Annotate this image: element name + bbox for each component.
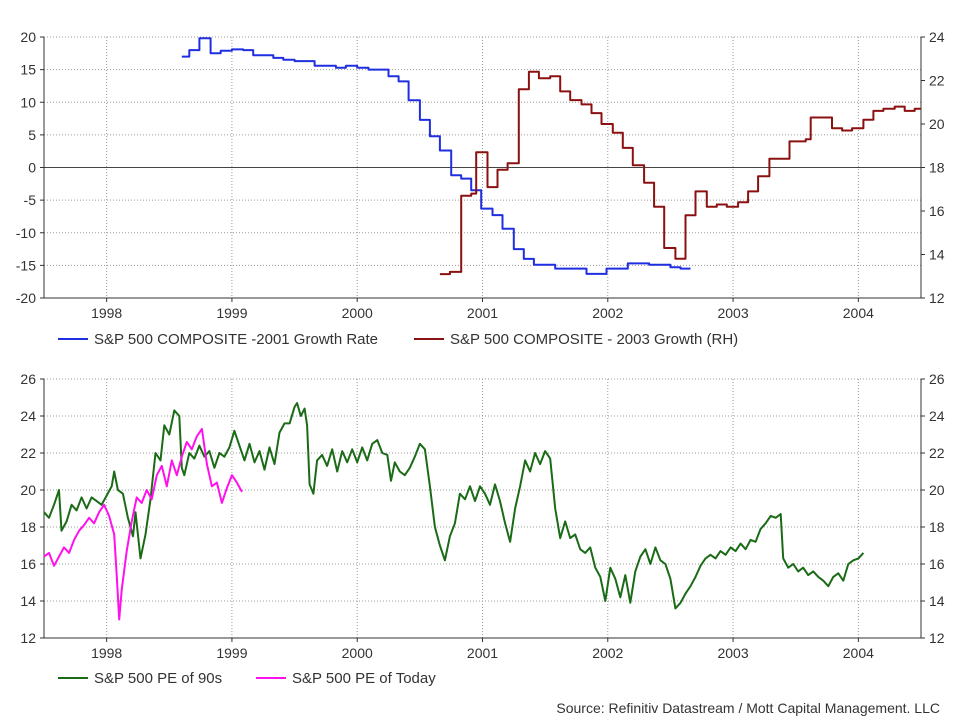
legend-label: S&P 500 PE of 90s xyxy=(94,670,222,687)
left-tick-label: 26 xyxy=(20,371,36,387)
left-tick-label: 12 xyxy=(20,630,36,646)
left-tick-label: 16 xyxy=(20,556,36,572)
right-tick-label: 22 xyxy=(929,445,945,461)
left-tick-label: 20 xyxy=(20,482,36,498)
right-tick-label: 14 xyxy=(929,593,945,609)
left-tick-label: -20 xyxy=(16,290,36,306)
x-tick-label: 1998 xyxy=(91,305,122,321)
left-tick-label: -10 xyxy=(16,225,36,241)
right-tick-label: 22 xyxy=(929,73,945,89)
left-tick-label: 5 xyxy=(28,127,36,143)
right-tick-label: 14 xyxy=(929,247,945,263)
x-tick-label: 1999 xyxy=(216,645,247,661)
series-line-1 xyxy=(181,37,691,275)
right-tick-label: 20 xyxy=(929,116,945,132)
x-tick-label: 2002 xyxy=(592,645,623,661)
x-tick-label: 2000 xyxy=(342,305,373,321)
left-tick-label: 20 xyxy=(20,29,36,45)
series-line-1 xyxy=(43,402,865,610)
x-tick-label: 2004 xyxy=(843,305,874,321)
x-tick-label: 2000 xyxy=(342,645,373,661)
top-chart: 20 15 10 5 0 -5 -10 -15 -20 24 22 20 18 16 14 12 1998 199… xyxy=(16,29,945,348)
left-tick-label: 10 xyxy=(20,94,36,110)
left-tick-label: 0 xyxy=(28,160,36,176)
right-tick-label: 20 xyxy=(929,482,945,498)
x-tick-label: 2001 xyxy=(467,645,498,661)
left-tick-label: 22 xyxy=(20,445,36,461)
right-tick-label: 26 xyxy=(929,371,945,387)
legend-label: S&P 500 COMPOSITE - 2003 Growth (RH) xyxy=(450,331,738,348)
right-tick-label: 16 xyxy=(929,203,945,219)
right-tick-label: 18 xyxy=(929,519,945,535)
left-tick-label: -15 xyxy=(16,257,36,273)
right-tick-label: 12 xyxy=(929,290,945,306)
series-line-2 xyxy=(439,70,921,276)
x-tick-label: 2002 xyxy=(592,305,623,321)
x-tick-label: 1998 xyxy=(91,645,122,661)
x-tick-label: 2004 xyxy=(843,645,874,661)
right-tick-label: 16 xyxy=(929,556,945,572)
left-tick-label: 18 xyxy=(20,519,36,535)
legend-label: S&P 500 PE of Today xyxy=(292,670,436,687)
left-tick-label: 24 xyxy=(20,408,36,424)
x-tick-label: 2001 xyxy=(467,305,498,321)
right-tick-label: 24 xyxy=(929,29,945,45)
right-tick-label: 18 xyxy=(929,160,945,176)
bottom-chart: 26 24 22 20 18 16 14 12 26 24 22 20 18 16 14 12 1998 1999… xyxy=(20,371,945,687)
left-tick-label: 15 xyxy=(20,62,36,78)
right-tick-label: 24 xyxy=(929,408,945,424)
left-tick-label: -5 xyxy=(24,192,37,208)
x-tick-label: 1999 xyxy=(216,305,247,321)
x-tick-label: 2003 xyxy=(717,645,748,661)
series-line-2 xyxy=(43,427,243,621)
legend-label: S&P 500 COMPOSITE -2001 Growth Rate xyxy=(94,331,378,348)
x-tick-label: 2003 xyxy=(717,305,748,321)
left-tick-label: 14 xyxy=(20,593,36,609)
right-tick-label: 12 xyxy=(929,630,945,646)
